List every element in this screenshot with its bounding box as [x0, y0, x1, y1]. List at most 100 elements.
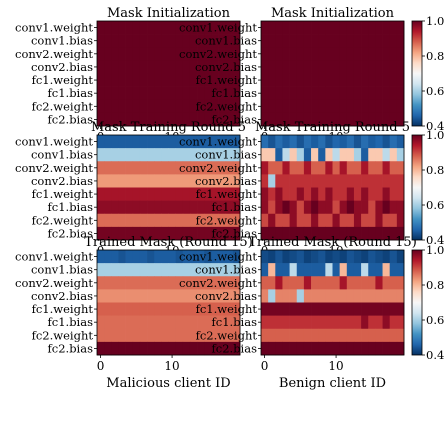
heatmap-cell [218, 73, 227, 87]
row-label: conv2.weight [179, 276, 257, 290]
heatmap-cell [289, 161, 298, 175]
heatmap-cell [339, 200, 348, 215]
heatmap-cell [225, 86, 234, 101]
heatmap-cell [175, 112, 184, 127]
heatmap-cell [289, 99, 298, 114]
heatmap-cell [382, 60, 391, 74]
heatmap-cell [204, 341, 212, 356]
heatmap-cell [125, 73, 134, 87]
row-label: fc1.bias [48, 86, 94, 100]
heatmap-cell [139, 161, 148, 175]
heatmap-cell [132, 34, 141, 48]
heatmap-cell [125, 213, 134, 228]
heatmap-cell [147, 263, 155, 277]
heatmap-cell [311, 99, 319, 114]
heatmap-cell [268, 174, 276, 188]
heatmap-cell [225, 289, 234, 303]
heatmap-cell [311, 21, 319, 35]
heatmap-cell [97, 161, 105, 175]
heatmap-cell [396, 112, 405, 127]
heatmap-cell [118, 148, 126, 162]
heatmap-cell [197, 187, 205, 201]
heatmap-cell [375, 263, 383, 277]
x-tick-label: 10 [328, 359, 343, 373]
heatmap-cell [361, 200, 369, 215]
heatmap-cell [154, 47, 162, 61]
heatmap-cell [368, 250, 376, 264]
heatmap-cell [161, 112, 169, 127]
heatmap-cell [204, 200, 212, 215]
heatmap-cell [268, 73, 276, 87]
heatmap-cell [154, 86, 162, 101]
heatmap-cell [132, 328, 141, 343]
heatmap-cell [204, 315, 212, 330]
heatmap-cell [182, 112, 191, 127]
heatmap-cell [118, 226, 126, 241]
heatmap-cell [368, 174, 376, 188]
heatmap-cell [261, 34, 269, 48]
heatmap-cell [318, 200, 326, 215]
heatmap-cell [161, 187, 169, 201]
heatmap-cell [332, 148, 340, 162]
heatmap-cell [396, 341, 405, 356]
heatmap-cell [154, 99, 162, 114]
heatmap-cell [139, 328, 148, 343]
row-label: fc2.bias [48, 226, 94, 240]
heatmap-cell [232, 174, 241, 188]
row-label: conv1.bias [31, 263, 93, 277]
heatmap-cell [375, 135, 383, 149]
heatmap-cell [218, 302, 227, 316]
heatmap-cell [161, 341, 169, 356]
heatmap-cell [197, 174, 205, 188]
heatmap-cell [375, 328, 383, 343]
heatmap-cell [396, 328, 405, 343]
heatmap-panel-2: Mask Initialization conv1.weightconv1.bia… [179, 6, 405, 144]
heatmap-cell [125, 263, 134, 277]
heatmap-cell [118, 315, 126, 330]
heatmap-cell [311, 226, 319, 241]
heatmap-cell [282, 34, 290, 48]
heatmap-cell [161, 328, 169, 343]
heatmap-cell [382, 289, 391, 303]
heatmap-cell [296, 226, 305, 241]
heatmap-cell [97, 263, 105, 277]
heatmap-cell [125, 226, 134, 241]
heatmap-cell [139, 135, 148, 149]
heatmap-cell [339, 73, 348, 87]
heatmap-cell [182, 21, 191, 35]
heatmap-cell [375, 148, 383, 162]
colorbar-tick-label: 0.8 [426, 163, 444, 177]
heatmap-cell [296, 161, 305, 175]
heatmap-cell [154, 226, 162, 241]
heatmap-cell [332, 174, 340, 188]
heatmap-cell [97, 60, 105, 74]
heatmap-cell [361, 99, 369, 114]
heatmap-cell [389, 187, 398, 201]
heatmap-cell [375, 250, 383, 264]
heatmap-cell [375, 226, 383, 241]
heatmap-cell [147, 289, 155, 303]
heatmap-cell [175, 21, 184, 35]
heatmap-cell [125, 112, 134, 127]
heatmap-cell [211, 148, 219, 162]
heatmap-cell [303, 328, 312, 343]
heatmap-cell [104, 60, 112, 74]
heatmap-cell [218, 135, 227, 149]
heatmap-cell [339, 148, 348, 162]
heatmap-cell [175, 187, 184, 201]
heatmap-cell [275, 263, 283, 277]
heatmap-cell [111, 289, 119, 303]
heatmap-cell [161, 47, 169, 61]
heatmap-cell [211, 112, 219, 127]
heatmap-cell [303, 263, 312, 277]
x-tick-label: 0 [97, 359, 105, 373]
x-axis-label: Benign client ID [279, 376, 386, 391]
heatmap-cell [311, 135, 319, 149]
row-label: conv1.weight [179, 21, 257, 35]
heatmap-cell [189, 263, 198, 277]
heatmap-cell [125, 289, 134, 303]
heatmap-cell [368, 187, 376, 201]
heatmap-cell [261, 174, 269, 188]
heatmap-cell [118, 161, 126, 175]
heatmap-cell [311, 60, 319, 74]
